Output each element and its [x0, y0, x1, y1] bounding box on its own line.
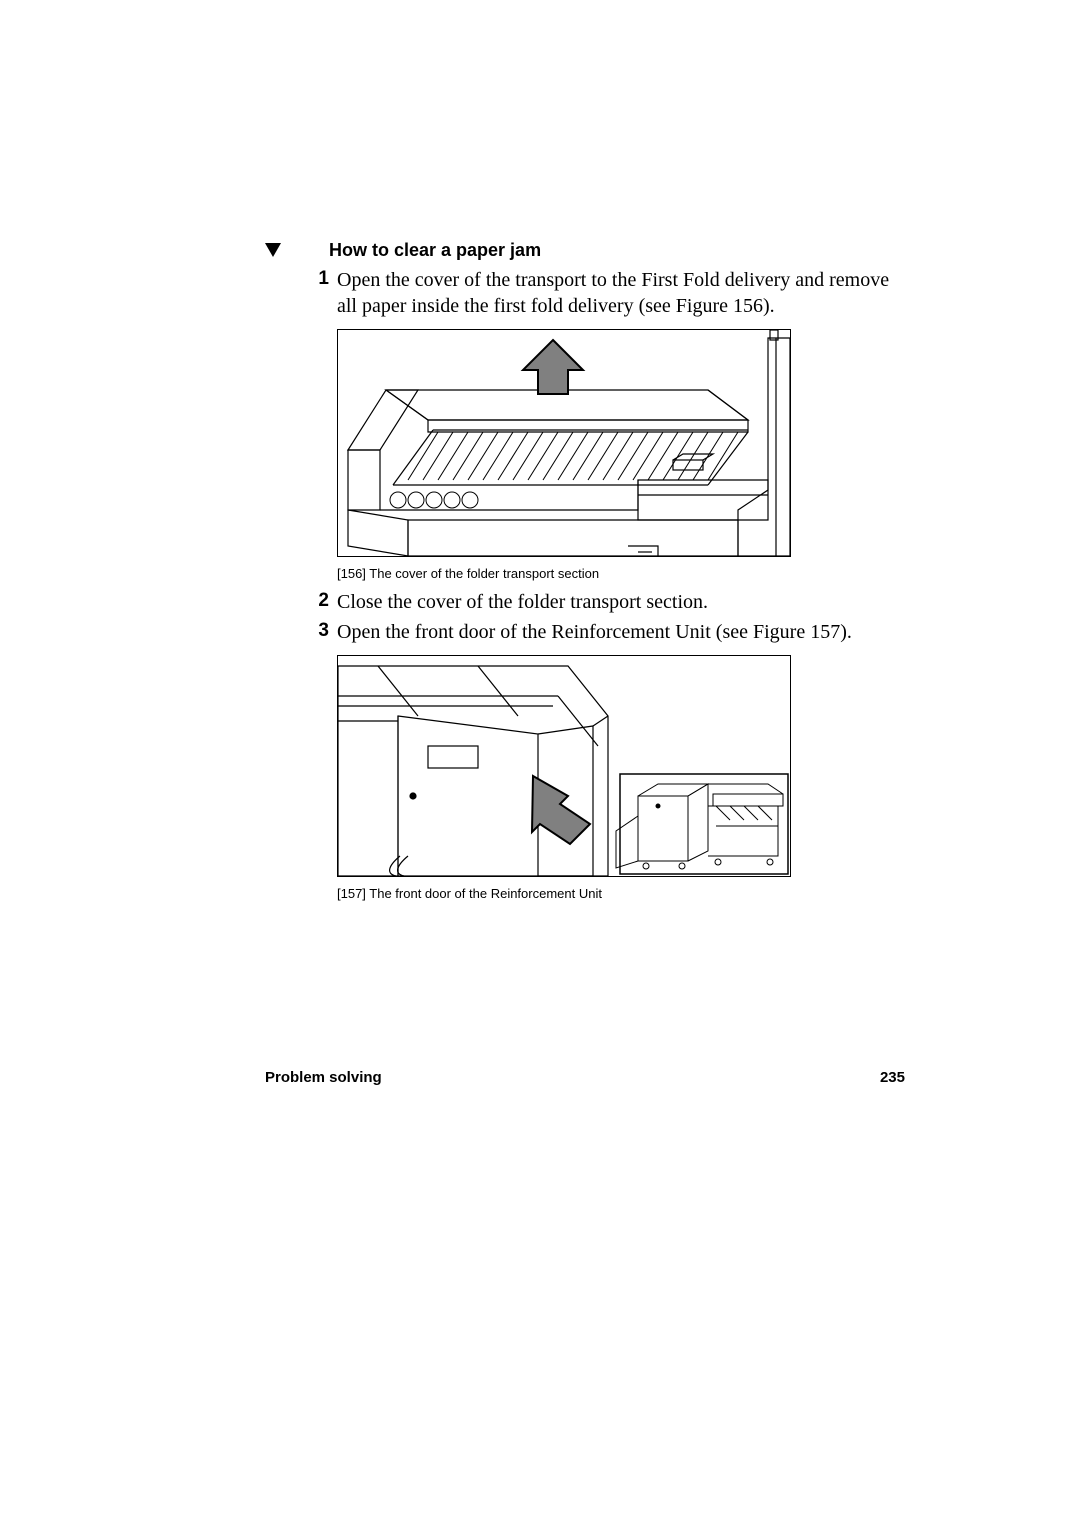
- step-text: Close the cover of the folder transport …: [337, 589, 708, 615]
- figure-frame: [337, 329, 791, 557]
- figure-frame: [337, 655, 791, 877]
- page-footer: Problem solving 235: [265, 1069, 905, 1086]
- step-number: 2: [305, 589, 329, 615]
- footer-page-number: 235: [880, 1069, 905, 1086]
- step-number: 3: [305, 619, 329, 645]
- step-1: 1 Open the cover of the transport to the…: [305, 267, 905, 319]
- footer-section: Problem solving: [265, 1069, 382, 1086]
- triangle-down-icon: [265, 243, 281, 257]
- step-number: 1: [305, 267, 329, 319]
- page: How to clear a paper jam 1 Open the cove…: [0, 0, 1080, 1528]
- figure-157: [157] The front door of the Reinforcemen…: [337, 655, 905, 901]
- step-2: 2 Close the cover of the folder transpor…: [305, 589, 905, 615]
- reinforcement-unit-door-illustration: [338, 656, 790, 876]
- figure-caption: [156] The cover of the folder transport …: [337, 566, 905, 581]
- figure-156: [156] The cover of the folder transport …: [337, 329, 905, 581]
- figure-caption: [157] The front door of the Reinforcemen…: [337, 886, 905, 901]
- section-heading: How to clear a paper jam: [329, 240, 541, 261]
- step-text: Open the front door of the Reinforcement…: [337, 619, 852, 645]
- step-text: Open the cover of the transport to the F…: [337, 267, 905, 319]
- folder-transport-cover-illustration: [338, 330, 790, 556]
- heading-row: How to clear a paper jam: [265, 240, 905, 261]
- step-3: 3 Open the front door of the Reinforceme…: [305, 619, 905, 645]
